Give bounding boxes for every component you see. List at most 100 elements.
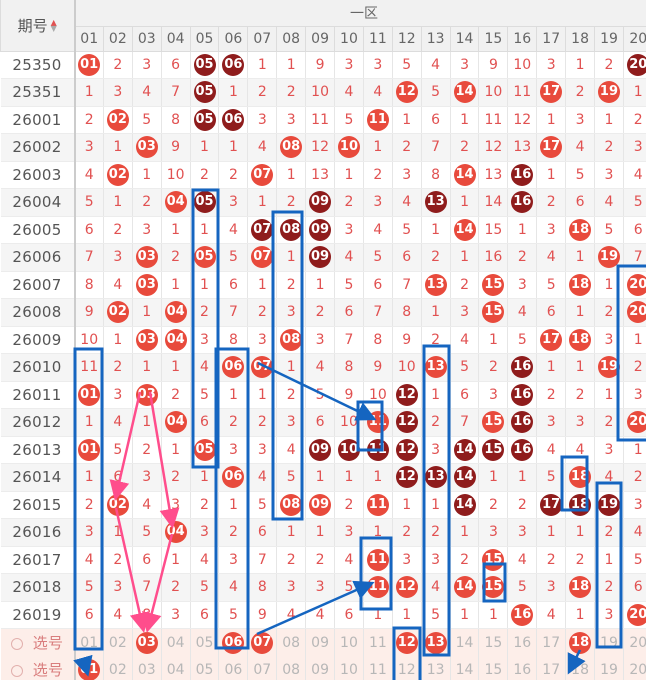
pick-number[interactable]: 18 xyxy=(571,661,589,678)
pick-number[interactable]: 17 xyxy=(542,661,561,678)
pick-cell-11[interactable]: 11 xyxy=(362,656,393,680)
period-column-header[interactable]: 期号 ▲ ▼ xyxy=(0,0,76,52)
pick-cell-15[interactable]: 15 xyxy=(478,628,508,656)
pick-cell-18[interactable]: 18 xyxy=(565,628,595,656)
pick-cell-20[interactable]: 20 xyxy=(622,656,646,680)
pick-cell-08[interactable]: 08 xyxy=(276,628,306,656)
pick-cell-07[interactable]: 07 xyxy=(247,628,277,656)
pick-cell-04[interactable]: 04 xyxy=(160,656,191,680)
pick-cell-10[interactable]: 10 xyxy=(334,656,364,680)
pick-number[interactable]: 14 xyxy=(455,634,474,651)
pick-cell-06[interactable]: 06 xyxy=(218,656,248,680)
pick-number[interactable]: 04 xyxy=(166,661,185,678)
pick-cell-07[interactable]: 07 xyxy=(247,656,277,680)
pick-cell-05[interactable]: 05 xyxy=(189,656,219,680)
pick-number[interactable]: 01 xyxy=(80,634,99,651)
pick-cell-08[interactable]: 08 xyxy=(276,656,306,680)
cell: 11 xyxy=(362,436,393,464)
pick-cell-01[interactable]: 01 xyxy=(74,656,104,680)
pick-number[interactable]: 14 xyxy=(455,661,474,678)
selected-number-ball[interactable]: 12 xyxy=(395,631,418,654)
pick-number[interactable]: 11 xyxy=(368,634,387,651)
miss-count: 6 xyxy=(84,606,94,623)
pick-cell-09[interactable]: 09 xyxy=(305,628,335,656)
pick-cell-20[interactable]: 20 xyxy=(622,628,646,656)
pick-cell-02[interactable]: 02 xyxy=(102,628,133,656)
pick-number[interactable]: 10 xyxy=(340,661,358,678)
selected-number-ball[interactable]: 01 xyxy=(78,658,101,680)
pick-cell-18[interactable]: 18 xyxy=(565,656,595,680)
pick-number[interactable]: 16 xyxy=(513,634,532,651)
miss-count: 1 xyxy=(257,276,267,293)
cell: 1 xyxy=(160,271,191,299)
pick-cell-16[interactable]: 16 xyxy=(507,628,537,656)
pick-cell-11[interactable]: 11 xyxy=(362,628,393,656)
pick-cell-16[interactable]: 16 xyxy=(507,656,537,680)
pick-number[interactable]: 11 xyxy=(368,661,387,678)
cell: 4 xyxy=(334,78,364,107)
sort-icon[interactable]: ▲ ▼ xyxy=(50,18,57,34)
pick-cell-14[interactable]: 14 xyxy=(449,628,479,656)
pick-cell-03[interactable]: 03 xyxy=(131,628,162,656)
pick-cell-15[interactable]: 15 xyxy=(478,656,508,680)
pick-number[interactable]: 16 xyxy=(513,661,532,678)
pick-cell-17[interactable]: 17 xyxy=(536,628,566,656)
cell: 2 xyxy=(131,188,162,217)
pick-number[interactable]: 05 xyxy=(195,634,214,651)
drawn-number-ball: 01 xyxy=(78,438,101,461)
pick-number[interactable]: 09 xyxy=(311,661,329,678)
selected-number-ball[interactable]: 03 xyxy=(135,631,158,654)
pick-cell-01[interactable]: 01 xyxy=(74,628,104,656)
pick-number[interactable]: 19 xyxy=(600,634,618,651)
pick-number[interactable]: 03 xyxy=(137,661,156,678)
pick-number[interactable]: 15 xyxy=(484,634,503,651)
drawn-number-ball: 08 xyxy=(280,218,303,241)
pick-number[interactable]: 06 xyxy=(224,661,243,678)
selected-number-ball[interactable]: 13 xyxy=(424,631,447,654)
pick-cell-19[interactable]: 19 xyxy=(594,628,624,656)
pick-number[interactable]: 17 xyxy=(542,634,561,651)
pick-cell-06[interactable]: 06 xyxy=(218,628,248,656)
pick-number[interactable]: 10 xyxy=(340,634,358,651)
pick-cell-13[interactable]: 13 xyxy=(420,656,451,680)
miss-count: 6 xyxy=(402,249,412,266)
pick-cell-04[interactable]: 04 xyxy=(160,628,191,656)
pick-cell-19[interactable]: 19 xyxy=(594,656,624,680)
pick-cell-02[interactable]: 02 xyxy=(102,656,133,680)
pick-cell-12[interactable]: 12 xyxy=(391,628,422,656)
pick-cell-13[interactable]: 13 xyxy=(420,628,451,656)
selected-number-ball[interactable]: 07 xyxy=(251,631,274,654)
pick-number[interactable]: 02 xyxy=(108,634,127,651)
pick-number[interactable]: 19 xyxy=(600,661,618,678)
cell: 09 xyxy=(305,216,335,244)
pick-number[interactable]: 20 xyxy=(629,661,646,678)
pick-cell-05[interactable]: 05 xyxy=(189,628,219,656)
pick-number[interactable]: 09 xyxy=(311,634,329,651)
selected-number-ball[interactable]: 18 xyxy=(569,631,592,654)
pick-cell-03[interactable]: 03 xyxy=(131,656,162,680)
pick-cell-14[interactable]: 14 xyxy=(449,656,479,680)
pick-row-label[interactable]: 选号 xyxy=(0,628,76,656)
pick-number[interactable]: 07 xyxy=(253,661,272,678)
pick-number[interactable]: 02 xyxy=(108,661,127,678)
pick-cell-10[interactable]: 10 xyxy=(334,628,364,656)
pick-number[interactable]: 04 xyxy=(166,634,185,651)
pick-number[interactable]: 15 xyxy=(484,661,503,678)
pick-cell-12[interactable]: 12 xyxy=(391,656,422,680)
pick-number[interactable]: 05 xyxy=(195,661,214,678)
pick-row-label[interactable]: 选号 xyxy=(0,656,76,680)
pick-number[interactable]: 12 xyxy=(397,661,416,678)
pick-number[interactable]: 13 xyxy=(426,661,445,678)
pick-cell-17[interactable]: 17 xyxy=(536,656,566,680)
cell: 05 xyxy=(189,243,219,272)
cell: 12 xyxy=(391,436,422,464)
miss-count: 5 xyxy=(200,386,209,403)
pick-cell-09[interactable]: 09 xyxy=(305,656,335,680)
pick-radio-icon[interactable] xyxy=(10,664,23,677)
pick-number[interactable]: 08 xyxy=(282,661,301,678)
pick-number[interactable]: 08 xyxy=(282,634,301,651)
miss-count: 5 xyxy=(373,249,383,266)
pick-radio-icon[interactable] xyxy=(10,637,23,650)
selected-number-ball[interactable]: 06 xyxy=(222,631,245,654)
pick-number[interactable]: 20 xyxy=(629,634,646,651)
